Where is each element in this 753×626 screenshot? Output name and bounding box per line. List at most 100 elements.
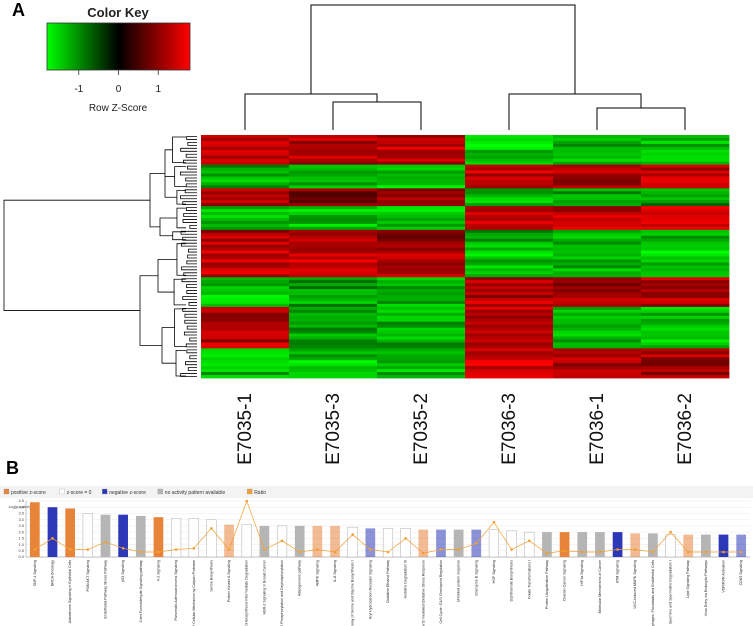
- dendrogram-branch: [161, 327, 177, 364]
- dendrogram-branch: [185, 361, 197, 366]
- ratio-point: [351, 533, 354, 536]
- pathway-label: Protein Kinase A Signaling: [227, 560, 231, 602]
- heatmap-cell: [465, 241, 554, 246]
- heatmap-cell: [377, 286, 466, 290]
- heatmap-cell: [201, 330, 290, 334]
- ratio-point: [280, 539, 284, 543]
- heatmap-cell: [641, 185, 730, 189]
- heatmap-cell: [377, 164, 466, 168]
- dendrogram-branch: [187, 367, 197, 371]
- heatmap-cell: [641, 197, 730, 201]
- heatmap-cell: [553, 363, 642, 367]
- dendrogram-branch: [180, 147, 197, 152]
- heatmap-cell: [377, 366, 466, 370]
- heatmap-cell: [289, 339, 378, 343]
- heatmap-cell: [465, 292, 554, 296]
- pathway-bar: [700, 534, 711, 557]
- heatmap-cell: [641, 232, 730, 237]
- heatmap-cell: [465, 289, 554, 293]
- heatmap-cell: [377, 241, 466, 246]
- color-key: Color Key -1 0 1 Row Z-Score: [46, 5, 191, 114]
- dendrogram-branch: [176, 207, 186, 229]
- pathway-bar: [347, 526, 358, 558]
- heatmap-cell: [201, 345, 290, 349]
- heatmap-cell: [377, 158, 466, 163]
- pathway-bar: [259, 525, 270, 557]
- heatmap-cell: [465, 333, 554, 337]
- heatmap-cell: [465, 167, 554, 171]
- pathway-label: Molecular Mechanisms of Cancer: [598, 559, 602, 613]
- color-key-ticks: -1 0 1: [74, 70, 161, 95]
- heatmap-cell: [465, 256, 554, 260]
- heatmap-cell: [465, 315, 554, 320]
- heatmap-cell: [641, 241, 730, 246]
- heatmap-cell: [553, 262, 642, 266]
- heatmap-cell: [289, 191, 378, 195]
- pathway-bar: [188, 518, 199, 558]
- heatmap-cell: [289, 297, 378, 302]
- heatmap-cell: [289, 194, 378, 198]
- heatmap-cell: [377, 149, 466, 154]
- heatmap-cell: [553, 265, 642, 269]
- heatmap-cell: [289, 217, 378, 222]
- ratio-point: [404, 537, 407, 540]
- pathway-label: BRCA Oncology: [50, 560, 54, 586]
- heatmap-cell: [201, 188, 290, 192]
- heatmap-cell: [553, 339, 642, 343]
- pathway-label: 3-tert Formoldehyde Signaling pathway: [139, 560, 143, 623]
- heatmap-cell: [201, 306, 290, 311]
- heatmap-cell: [201, 149, 290, 154]
- heatmap-cell: [465, 152, 554, 157]
- ratio-point: [545, 551, 549, 555]
- heatmap-cell: [553, 357, 642, 361]
- heatmap-cell: [289, 209, 378, 213]
- heatmap-cell: [201, 321, 290, 326]
- dendrogram-branch: [179, 171, 197, 176]
- ratio-point: [527, 539, 531, 543]
- pathway-label: HIF1a Signaling: [580, 560, 584, 586]
- heatmap-cell: [289, 212, 378, 216]
- heatmap-cell: [553, 259, 642, 263]
- heatmap-cell: [641, 158, 730, 163]
- heatmap-cell: [553, 292, 642, 296]
- heatmap-cell: [289, 200, 378, 204]
- pathway-bar: [736, 534, 747, 557]
- dendrogram-branch: [186, 349, 197, 354]
- heatmap-cell: [201, 336, 290, 340]
- pathway-label: VDR/RXR Activation: [722, 560, 726, 593]
- pathway-bar: [577, 532, 588, 557]
- dendrogram-branch: [139, 275, 162, 346]
- legend-label: Ratio: [254, 490, 266, 496]
- heatmap-cell: [377, 289, 466, 293]
- heatmap-cell: [201, 280, 290, 284]
- dendrogram-branch: [185, 177, 197, 182]
- heatmap-cell: [641, 176, 730, 180]
- heatmap-cell: [553, 170, 642, 174]
- heatmap-cell: [641, 330, 730, 334]
- ratio-point: [651, 550, 655, 554]
- ratio-point: [298, 550, 302, 554]
- heatmap-cell: [553, 137, 642, 142]
- heatmap-cell: [553, 318, 642, 323]
- heatmap-cell: [201, 173, 290, 177]
- heatmap-cell: [641, 342, 730, 346]
- heatmap-cell: [289, 318, 378, 323]
- heatmap-cell: [289, 259, 378, 263]
- heatmap-cell: [377, 206, 466, 210]
- pathway-bar: [718, 534, 729, 557]
- legend-swatch: [102, 488, 108, 495]
- y-tick-label: 3.0: [18, 517, 24, 522]
- pathway-label: Aryl Hydrocarbon Receptor Signaling: [368, 560, 372, 619]
- heatmap-cell: [201, 342, 290, 346]
- heatmap-cell: [465, 244, 554, 249]
- heatmap-cell: [641, 357, 730, 361]
- heatmap-cell: [289, 176, 378, 180]
- heatmap-cell: [641, 188, 730, 192]
- heatmap-cell: [465, 250, 554, 254]
- heatmap-cell: [465, 179, 554, 183]
- heatmap-cell: [465, 176, 554, 180]
- heatmap-cell: [201, 253, 290, 257]
- heatmap-cell: [465, 357, 554, 361]
- heatmap-cell: [289, 256, 378, 260]
- heatmap-cell: [289, 286, 378, 290]
